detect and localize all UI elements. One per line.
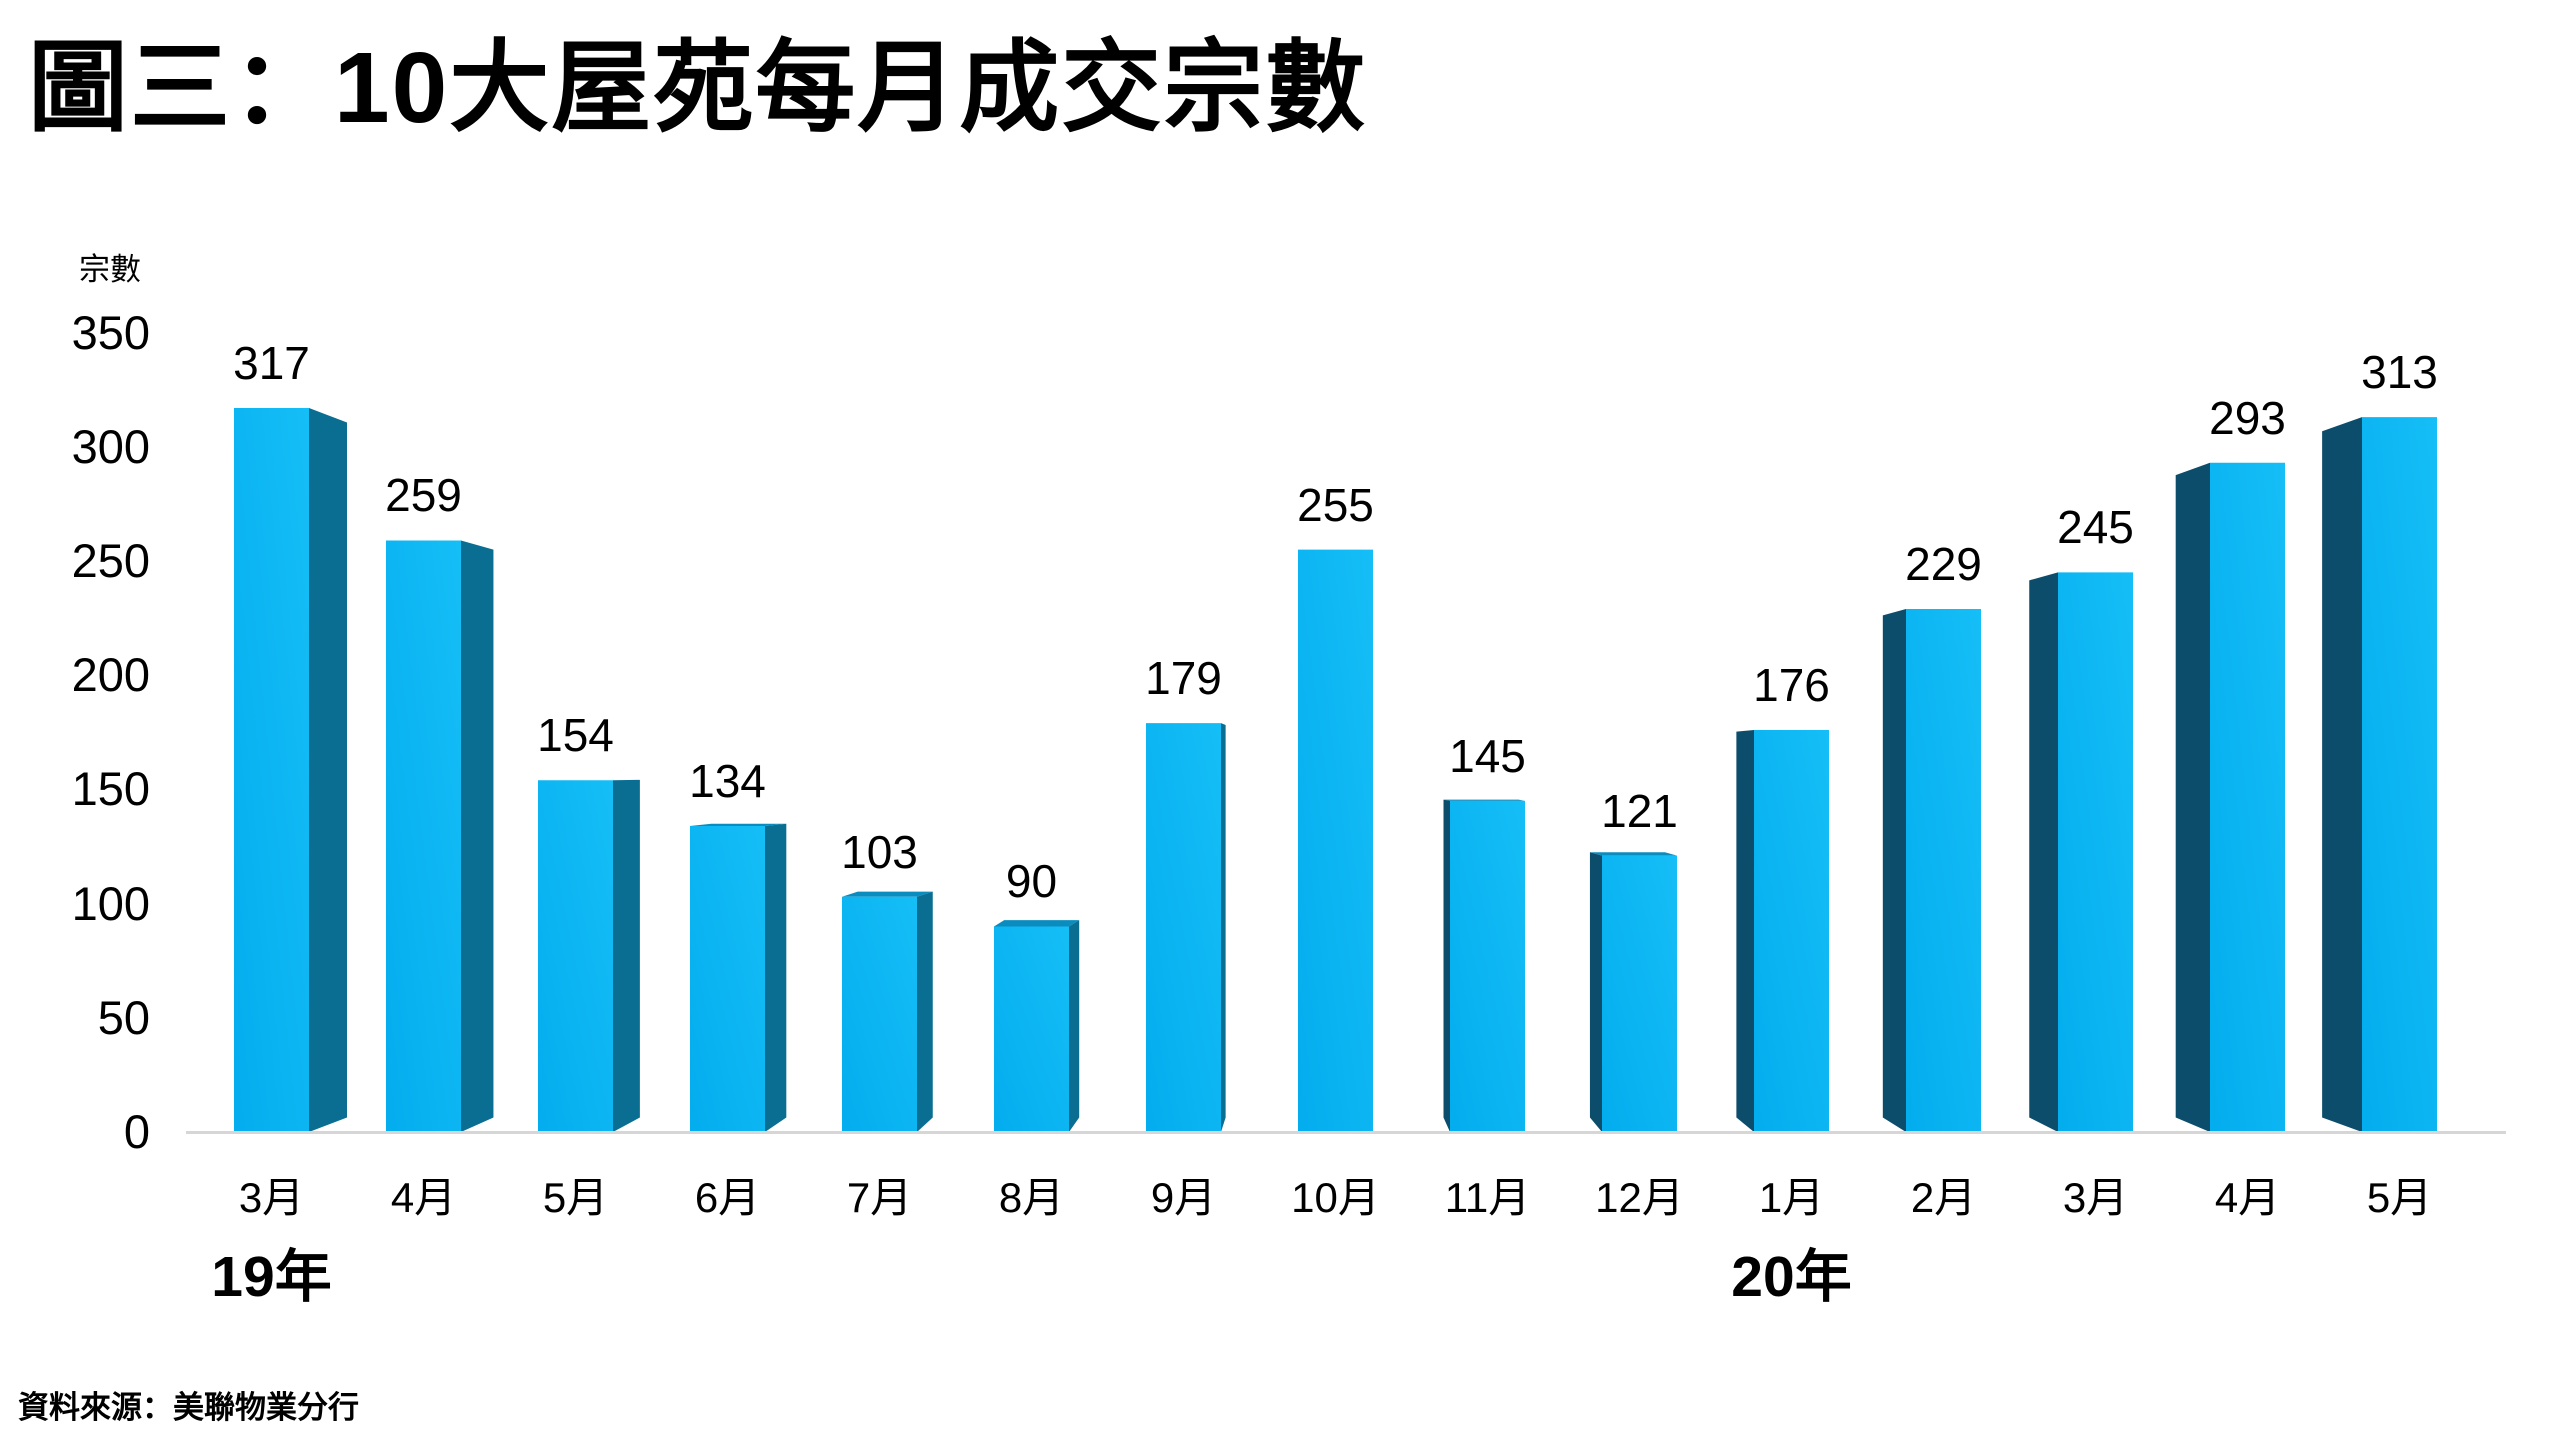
x-axis-month-label: 5月 bbox=[2366, 1174, 2433, 1221]
bar-side-face bbox=[613, 779, 640, 1132]
chart-title: 圖三：10大屋苑每月成交宗數 bbox=[28, 32, 1368, 144]
bar-side-face bbox=[1589, 852, 1602, 1132]
y-axis-tick-label: 150 bbox=[71, 762, 150, 816]
y-axis-tick-label: 350 bbox=[71, 305, 150, 359]
bar-value-label: 255 bbox=[1297, 478, 1374, 531]
bar-front-face bbox=[690, 825, 765, 1132]
bar-value-label: 121 bbox=[1601, 784, 1678, 837]
x-axis-month-label: 11月 bbox=[1444, 1174, 1531, 1221]
x-axis-year-label: 19年 bbox=[211, 1245, 332, 1309]
bar-value-label: 317 bbox=[233, 336, 310, 389]
bar-front-face bbox=[1298, 549, 1373, 1132]
bar-value-label: 90 bbox=[1005, 855, 1058, 908]
bar-top-face bbox=[842, 891, 933, 897]
bar-value-label: 229 bbox=[1905, 537, 1982, 590]
x-axis-month-label: 2月 bbox=[1910, 1174, 1977, 1221]
bar-front-face bbox=[1146, 723, 1221, 1132]
bar-top-face bbox=[690, 823, 787, 826]
bar-value-label: 103 bbox=[841, 825, 918, 878]
bar-front-face bbox=[234, 407, 309, 1132]
bar-side-face bbox=[1221, 723, 1226, 1132]
bar-value-label: 134 bbox=[689, 754, 766, 807]
bar-front-face bbox=[538, 780, 613, 1132]
bar-front-face bbox=[842, 896, 917, 1132]
bar-value-label: 293 bbox=[2209, 391, 2286, 444]
bar-value-label: 176 bbox=[1753, 659, 1830, 712]
bar-top-face bbox=[1443, 799, 1525, 801]
bar-side-face bbox=[917, 891, 933, 1132]
bar-value-label: 313 bbox=[2361, 346, 2438, 399]
x-axis-month-label: 6月 bbox=[694, 1174, 761, 1221]
bar-side-face bbox=[1736, 730, 1754, 1132]
x-axis-month-label: 7月 bbox=[846, 1174, 913, 1221]
y-axis-tick-label: 300 bbox=[71, 419, 150, 473]
x-axis-month-label: 10月 bbox=[1291, 1174, 1380, 1221]
bar-front-face bbox=[1450, 800, 1525, 1132]
x-axis-line bbox=[186, 1131, 2506, 1134]
bar-front-face bbox=[2362, 417, 2437, 1132]
x-axis-month-label: 1月 bbox=[1758, 1174, 1825, 1221]
bar-value-label: 245 bbox=[2057, 501, 2134, 554]
bar-side-face bbox=[1069, 920, 1080, 1132]
bar-value-label: 259 bbox=[385, 469, 462, 522]
y-axis-tick-label: 100 bbox=[71, 876, 150, 930]
x-axis-month-label: 12月 bbox=[1595, 1174, 1684, 1221]
y-axis-tick-label: 200 bbox=[71, 648, 150, 702]
bar-top-face bbox=[994, 920, 1080, 927]
x-axis-month-label: 3月 bbox=[2062, 1174, 2129, 1221]
x-axis-month-label: 3月 bbox=[238, 1174, 305, 1221]
bar-side-face bbox=[2175, 462, 2210, 1133]
bar-top-face bbox=[1589, 852, 1677, 856]
bar-side-face bbox=[461, 540, 494, 1132]
bar-side-face bbox=[1882, 608, 1906, 1132]
x-axis-year-label: 20年 bbox=[1731, 1245, 1852, 1309]
bar-side-face bbox=[2322, 417, 2362, 1132]
y-axis-unit-label: 宗數 bbox=[79, 252, 141, 287]
bar-front-face bbox=[994, 926, 1069, 1132]
bar-side-face bbox=[309, 407, 348, 1132]
y-axis-tick-label: 50 bbox=[97, 990, 150, 1044]
bar-value-label: 179 bbox=[1145, 652, 1222, 705]
bar-side-face bbox=[2029, 572, 2058, 1132]
bar-front-face bbox=[386, 540, 461, 1132]
x-axis-month-label: 9月 bbox=[1150, 1174, 1217, 1221]
bar-side-face bbox=[765, 823, 787, 1132]
bar-front-face bbox=[1602, 855, 1677, 1132]
bar-front-face bbox=[2058, 572, 2133, 1132]
x-axis-month-label: 5月 bbox=[542, 1174, 609, 1221]
bar-side-face bbox=[1443, 799, 1450, 1132]
bar-front-face bbox=[2210, 462, 2285, 1133]
y-axis-tick-label: 250 bbox=[71, 534, 150, 587]
bar-value-label: 145 bbox=[1449, 729, 1526, 782]
source-note: 資料來源：美聯物業分行 bbox=[18, 1390, 359, 1425]
bar-value-label: 154 bbox=[537, 709, 614, 762]
bar-front-face bbox=[1754, 730, 1829, 1132]
x-axis-month-label: 4月 bbox=[2214, 1174, 2281, 1221]
bar-front-face bbox=[1906, 608, 1981, 1132]
x-axis-month-label: 8月 bbox=[998, 1174, 1065, 1221]
y-axis-tick-label: 0 bbox=[123, 1105, 150, 1158]
x-axis-month-label: 4月 bbox=[390, 1174, 457, 1221]
